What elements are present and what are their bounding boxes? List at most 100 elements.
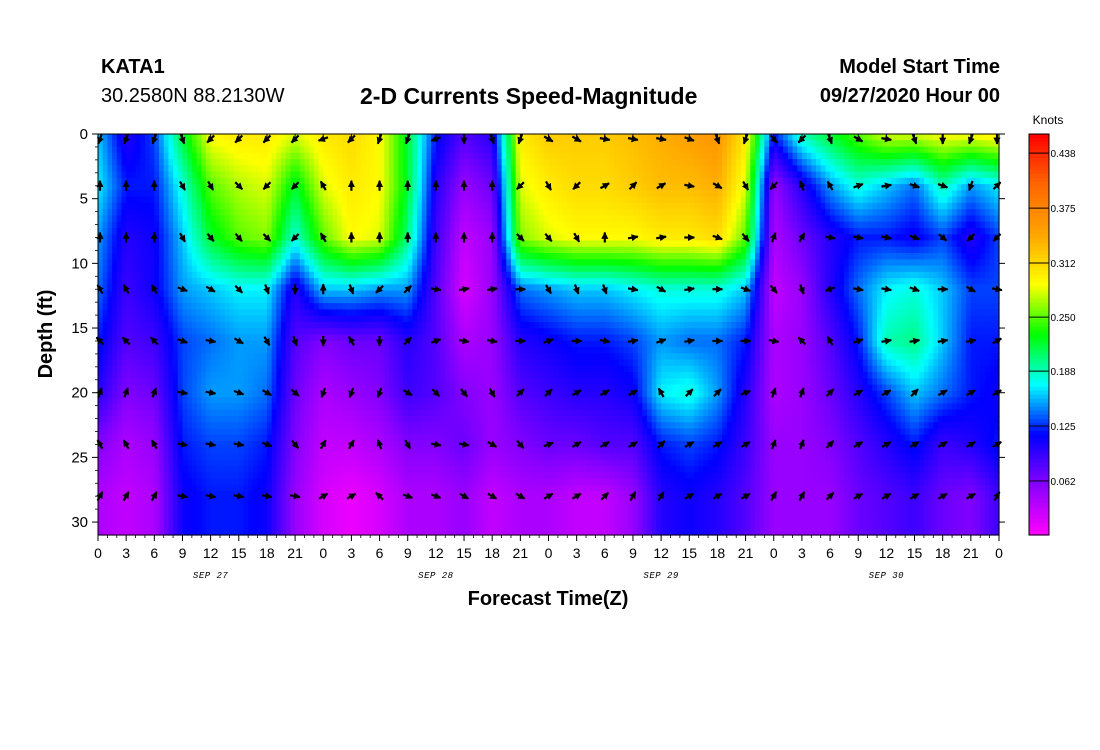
heatmap-cell xyxy=(858,215,864,223)
heatmap-cell xyxy=(783,290,789,298)
heatmap-cell xyxy=(510,184,517,191)
heatmap-cell xyxy=(862,240,869,248)
heatmap-cell xyxy=(515,196,521,204)
heatmap-cell xyxy=(459,253,465,260)
heatmap-cell xyxy=(224,196,230,204)
heatmap-cell xyxy=(670,271,676,279)
heatmap-cell xyxy=(679,159,686,166)
heatmap-cell xyxy=(679,196,686,204)
heatmap-cell xyxy=(604,215,611,223)
heatmap-cell xyxy=(933,271,939,279)
heatmap-cell xyxy=(144,253,151,260)
heatmap-cell xyxy=(745,278,751,285)
heatmap-cell xyxy=(201,215,207,223)
heatmap-cell xyxy=(590,240,597,248)
heatmap-cell xyxy=(886,246,892,254)
heatmap-cell xyxy=(393,152,399,160)
heatmap-cell xyxy=(121,209,127,217)
heatmap-cell xyxy=(900,246,906,254)
heatmap-cell xyxy=(215,152,221,160)
heatmap-cell xyxy=(205,146,212,154)
heatmap-cell xyxy=(304,259,310,267)
heatmap-cell xyxy=(510,278,517,285)
heatmap-cell xyxy=(116,209,123,217)
heatmap-cell xyxy=(567,134,573,141)
heatmap-cell xyxy=(445,234,451,242)
heatmap-cell xyxy=(351,165,357,173)
heatmap-cell xyxy=(468,140,475,148)
heatmap-cell xyxy=(881,240,887,248)
heatmap-cell xyxy=(243,290,249,298)
heatmap-cell xyxy=(168,146,174,154)
heatmap-cell xyxy=(759,221,765,229)
heatmap-cell xyxy=(961,215,967,223)
heatmap-cell xyxy=(191,140,198,148)
heatmap-cell xyxy=(539,221,545,229)
heatmap-cell xyxy=(862,259,869,267)
heatmap-cell xyxy=(501,253,507,260)
heatmap-cell xyxy=(271,284,277,292)
heatmap-cell xyxy=(201,134,207,141)
heatmap-cell xyxy=(121,278,127,285)
heatmap-cell xyxy=(698,171,704,179)
heatmap-cell xyxy=(726,171,733,179)
heatmap-cell xyxy=(656,159,662,166)
heatmap-cell xyxy=(567,209,573,217)
heatmap-cell xyxy=(257,290,263,298)
heatmap-cell xyxy=(708,290,714,298)
heatmap-cell xyxy=(754,152,761,160)
heatmap-cell xyxy=(923,284,930,292)
heatmap-cell xyxy=(905,221,911,229)
heatmap-cell xyxy=(557,240,564,248)
heatmap-cell xyxy=(820,177,826,185)
heatmap-cell xyxy=(806,221,812,229)
heatmap-cell xyxy=(234,259,240,267)
heatmap-cell xyxy=(173,271,179,279)
heatmap-cell xyxy=(895,152,902,160)
heatmap-cell xyxy=(844,146,850,154)
heatmap-cell xyxy=(970,171,977,179)
heatmap-cell xyxy=(295,253,301,260)
heatmap-cell xyxy=(830,227,836,235)
heatmap-cell xyxy=(736,290,742,298)
heatmap-cell xyxy=(848,196,855,204)
heatmap-cell xyxy=(689,159,695,166)
heatmap-cell xyxy=(571,177,578,185)
heatmap-cell xyxy=(421,278,428,285)
heatmap-cell xyxy=(895,165,902,173)
heatmap-cell xyxy=(783,184,789,191)
heatmap-cell xyxy=(356,265,362,273)
heatmap-cell xyxy=(783,134,789,141)
heatmap-cell xyxy=(515,177,521,185)
heatmap-cell xyxy=(586,146,592,154)
heatmap-cell xyxy=(708,140,714,148)
heatmap-cell xyxy=(323,253,329,260)
heatmap-cell xyxy=(726,221,733,229)
heatmap-cell xyxy=(360,152,367,160)
heatmap-cell xyxy=(698,134,704,141)
heatmap-cell xyxy=(388,190,395,198)
heatmap-cell xyxy=(417,227,423,235)
heatmap-cell xyxy=(426,253,432,260)
heatmap-cell xyxy=(285,190,291,198)
heatmap-cell xyxy=(797,171,803,179)
heatmap-cell xyxy=(365,190,371,198)
heatmap-cell xyxy=(956,240,963,248)
heatmap-cell xyxy=(919,146,925,154)
heatmap-cell xyxy=(773,140,780,148)
heatmap-cell xyxy=(459,278,465,285)
heatmap-cell xyxy=(417,165,423,173)
heatmap-cell xyxy=(182,190,188,198)
heatmap-cell xyxy=(759,177,765,185)
heatmap-cell xyxy=(482,271,489,279)
heatmap-cell xyxy=(708,284,714,292)
heatmap-cell xyxy=(928,253,934,260)
heatmap-cell xyxy=(895,202,902,210)
heatmap-cell xyxy=(895,227,902,235)
heatmap-cell xyxy=(248,171,254,179)
heatmap-cell xyxy=(154,221,160,229)
heatmap-cell xyxy=(327,171,334,179)
heatmap-cell xyxy=(426,240,432,248)
heatmap-cell xyxy=(337,234,343,242)
heatmap-cell xyxy=(482,278,489,285)
